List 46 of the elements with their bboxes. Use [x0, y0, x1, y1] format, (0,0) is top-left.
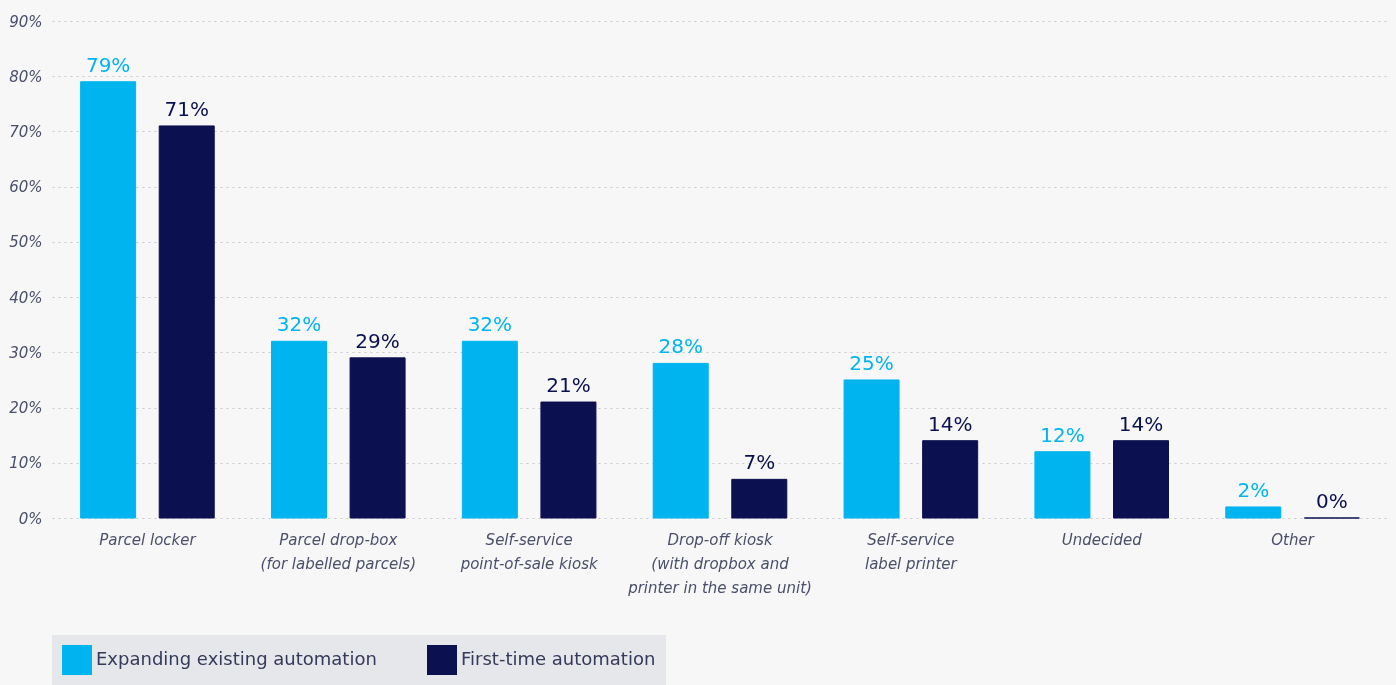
data-label: 14%: [1118, 411, 1164, 436]
y-tick-label: 80%: [9, 67, 43, 86]
y-tick-label: 40%: [9, 288, 43, 307]
data-label: 25%: [849, 350, 894, 375]
legend-label: Expanding existing automation: [96, 648, 377, 669]
data-label: 79%: [85, 52, 131, 77]
bar: [1225, 506, 1282, 519]
legend-label: First-time automation: [461, 648, 656, 669]
bar: [461, 340, 518, 519]
bar: [1113, 440, 1170, 519]
x-tick-label: Parcel drop-box (for labelled parcels): [260, 530, 416, 573]
data-label: 32%: [276, 312, 322, 337]
bar: [922, 440, 979, 519]
bar: [731, 478, 788, 519]
data-label: 32%: [467, 312, 513, 337]
data-label: 12%: [1040, 422, 1085, 447]
bar: [540, 401, 597, 519]
y-tick-label: 60%: [9, 178, 43, 197]
y-tick-label: 90%: [9, 12, 43, 31]
bar: [158, 125, 215, 519]
bar: [349, 357, 406, 519]
data-label: 14%: [927, 411, 973, 436]
data-label: 2%: [1237, 477, 1270, 502]
y-tick-label: 50%: [9, 233, 43, 252]
data-label: 0%: [1316, 489, 1348, 513]
x-tick-label: Drop-off kiosk (with dropbox and printer in the same unit): [627, 530, 812, 597]
y-tick-label: 30%: [9, 343, 43, 362]
x-tick-label: Other: [1271, 530, 1315, 549]
y-tick-label: 0%: [18, 509, 43, 528]
y-tick-label: 20%: [9, 399, 43, 418]
bar: [80, 81, 137, 519]
data-label: 29%: [355, 328, 400, 353]
data-label: 71%: [164, 96, 209, 121]
x-tick-label: Parcel locker: [99, 530, 197, 549]
y-tick-label: 10%: [9, 454, 43, 473]
y-tick-label: 70%: [9, 122, 43, 141]
x-tick-label: Self-service point-of-sale kiosk: [459, 530, 599, 573]
bar: [843, 379, 900, 519]
data-label: 21%: [546, 373, 591, 398]
bar: [652, 362, 709, 519]
data-label: 7%: [743, 450, 776, 475]
x-tick-label: Self-service label printer: [865, 530, 958, 573]
bar: [270, 340, 327, 519]
bar: [1034, 451, 1091, 519]
x-tick-label: Undecided: [1061, 530, 1143, 549]
data-label: 28%: [658, 334, 703, 359]
